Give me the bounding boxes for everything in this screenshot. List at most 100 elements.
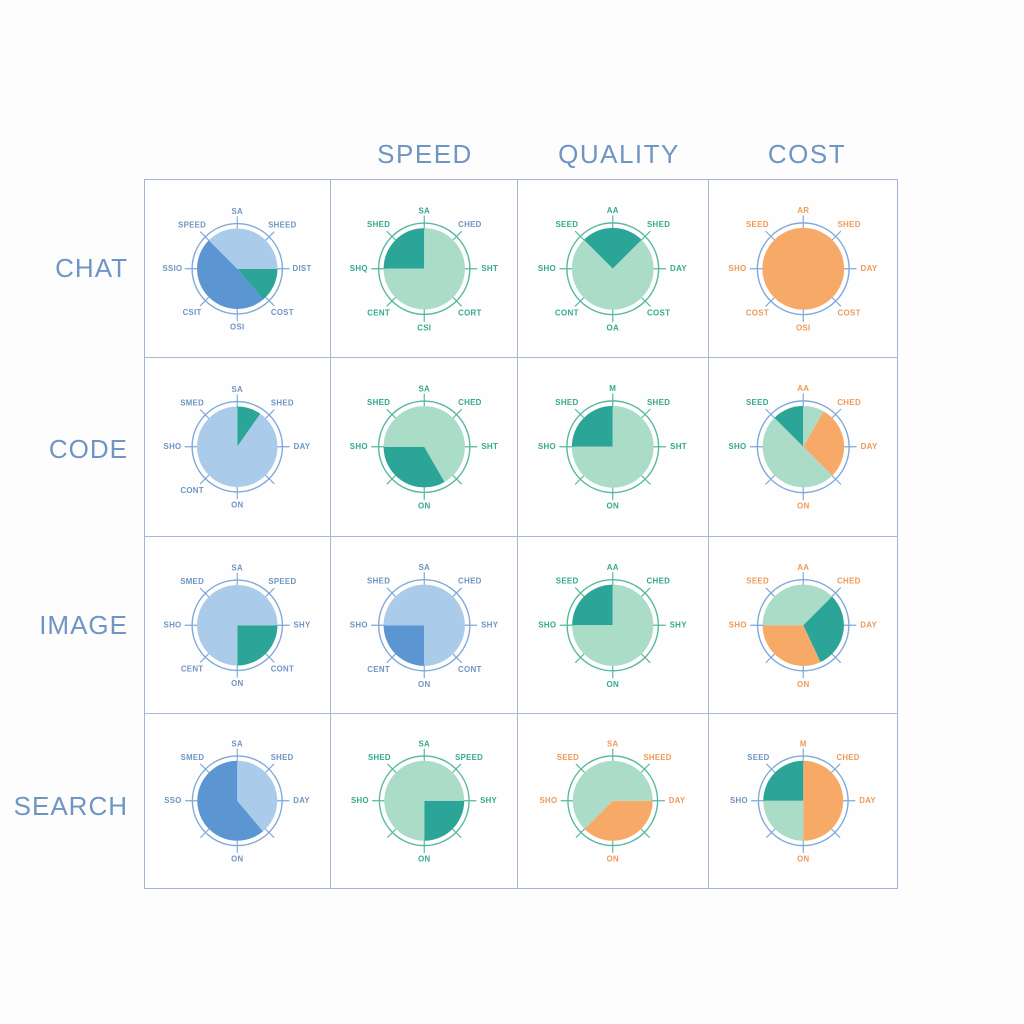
axis-label: ON [418,855,430,864]
tick-mark [829,230,841,242]
pie-cell-chat-quality: AA SHED DAY COST OA CONT SHO SEED [518,180,709,359]
axis-label: ON [231,501,243,510]
axis-label: DAY [294,442,311,451]
pie-slice [572,584,654,666]
pie-slice [197,240,264,309]
tick-mark [574,409,586,421]
axis-label: SHO [164,442,182,451]
axis-label: ON [606,502,619,511]
axis-label: DAY [669,796,686,805]
pie-chart: SA SPEED SHY ON SHO SHED [351,740,497,864]
tick-mark [575,827,587,839]
tick-mark [263,473,275,485]
axis-label: SHQ [349,264,367,273]
axis-label: SHED [647,398,670,407]
tick-mark [574,230,586,242]
pie-cell-chat-col0: SA SHEED DIST COST OSI CSIT SSIO SPEED [145,180,331,359]
axis-label: DAY [860,620,877,629]
tick-mark [639,827,650,839]
pie-cell-chat-speed: SA CHED SHT CORT CSI CENT SHQ SHED [330,180,518,359]
pie-chart: AA CHED SHY ON SHO SEED [538,563,687,689]
axis-label: SHO [540,796,558,805]
pie-slice [208,228,278,269]
axis-label: AA [607,563,619,572]
axis-label: SHED [837,220,860,229]
tick-mark [639,409,651,421]
axis-label: ON [797,680,809,689]
axis-label: CHED [837,398,861,407]
pie-slice [383,406,465,483]
axis-label: SHED [555,398,578,407]
axis-label: OSI [795,324,810,333]
pie-cell-code-speed: SA CHED SHT ON SHO SHED [330,358,518,537]
tick-mark [829,651,841,663]
pie-chart: SA SHEED DIST COST OSI CSIT SSIO SPEED [163,207,312,332]
pie-slice [571,406,613,448]
pie-cell-search-cost: M CHED DAY ON SHO SEED [709,714,898,888]
pie-cell-code-cost: AA CHED DAY ON SHO SEED [708,358,897,537]
tick-mark [639,295,651,307]
axis-label: SHO [538,264,556,273]
tick-mark [199,231,211,243]
pie-slice [237,406,261,448]
pie-chart: AR SHED DAY COST OSI COST SHO SEED [728,206,877,333]
tick-mark [263,587,275,599]
pie-slice [762,584,832,626]
pie-chart: SA SHED DAY ON CONT SHO SMED [164,385,311,510]
axis-label: SA [418,206,430,215]
tick-mark [764,230,776,242]
axis-label: SA [607,740,618,749]
axis-label: SHED [271,399,294,408]
pie-slice [802,596,844,663]
pie-cell-search-quality: SA SHEED DAY ON SHO SEED [518,714,709,888]
tick-mark [574,295,586,307]
axis-label: CHED [836,753,859,762]
row-header-image: IMAGE [39,610,128,640]
axis-label: ON [607,680,619,689]
pie-slice [383,228,424,269]
tick-mark [574,651,587,663]
axis-label: SHED [271,753,294,762]
axis-label: SA [232,207,244,216]
axis-label: SEED [555,220,578,229]
axis-label: SHO [538,442,556,451]
axis-label: ON [607,855,619,864]
axis-label: CHED [458,220,482,229]
axis-label: OSI [230,323,244,332]
tick-mark [199,409,211,421]
axis-label: DAY [293,796,310,805]
pie-slice [572,584,613,626]
axis-label: SPEED [178,221,206,230]
pie-slice [383,447,445,488]
tick-mark [639,651,651,663]
axis-label: AA [607,206,619,215]
tick-mark [199,587,211,599]
pie-slice [802,411,844,477]
tick-mark [639,587,651,599]
tick-mark [199,295,211,307]
tick-mark [764,651,777,663]
axis-label: CONT [555,309,579,318]
axis-label: SPEED [268,577,296,586]
tick-mark [263,827,275,839]
axis-label: SMED [180,577,204,586]
axis-label: ON [796,502,809,511]
axis-label: COST [271,308,294,317]
axis-label: SHO [538,620,556,629]
axis-label: SHED [367,220,390,229]
pie-chart: M CHED DAY ON SHO SEED [730,740,876,864]
axis-label: ON [418,502,430,511]
tick-mark [199,473,211,485]
tick-mark [200,827,211,839]
pie-slice [197,406,278,488]
tick-mark [385,473,397,486]
pie-slice [383,228,465,310]
axis-label: CONT [458,665,482,674]
pie-cell-image-cost: AA CHED DAY ON SHO SEED [708,537,897,715]
tick-mark [764,474,776,486]
pie-chart: SA CHED SHT ON SHO SHED [349,385,497,511]
tick-mark [450,827,461,839]
tick-mark [199,651,211,663]
pie-cell-chat-cost: AR SHED DAY COST OSI COST SHO SEED [708,180,897,359]
